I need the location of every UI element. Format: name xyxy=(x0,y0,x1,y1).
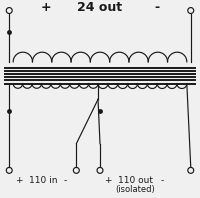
Text: +: + xyxy=(40,1,51,14)
Text: -: - xyxy=(64,176,67,185)
Text: -: - xyxy=(155,1,160,14)
Text: 110 out: 110 out xyxy=(118,176,153,185)
Text: -: - xyxy=(161,176,164,185)
Text: 110 in: 110 in xyxy=(29,176,57,185)
Text: +: + xyxy=(104,176,112,185)
Text: +: + xyxy=(15,176,23,185)
Text: 24 out: 24 out xyxy=(77,1,123,14)
Text: (isolated): (isolated) xyxy=(116,185,155,194)
